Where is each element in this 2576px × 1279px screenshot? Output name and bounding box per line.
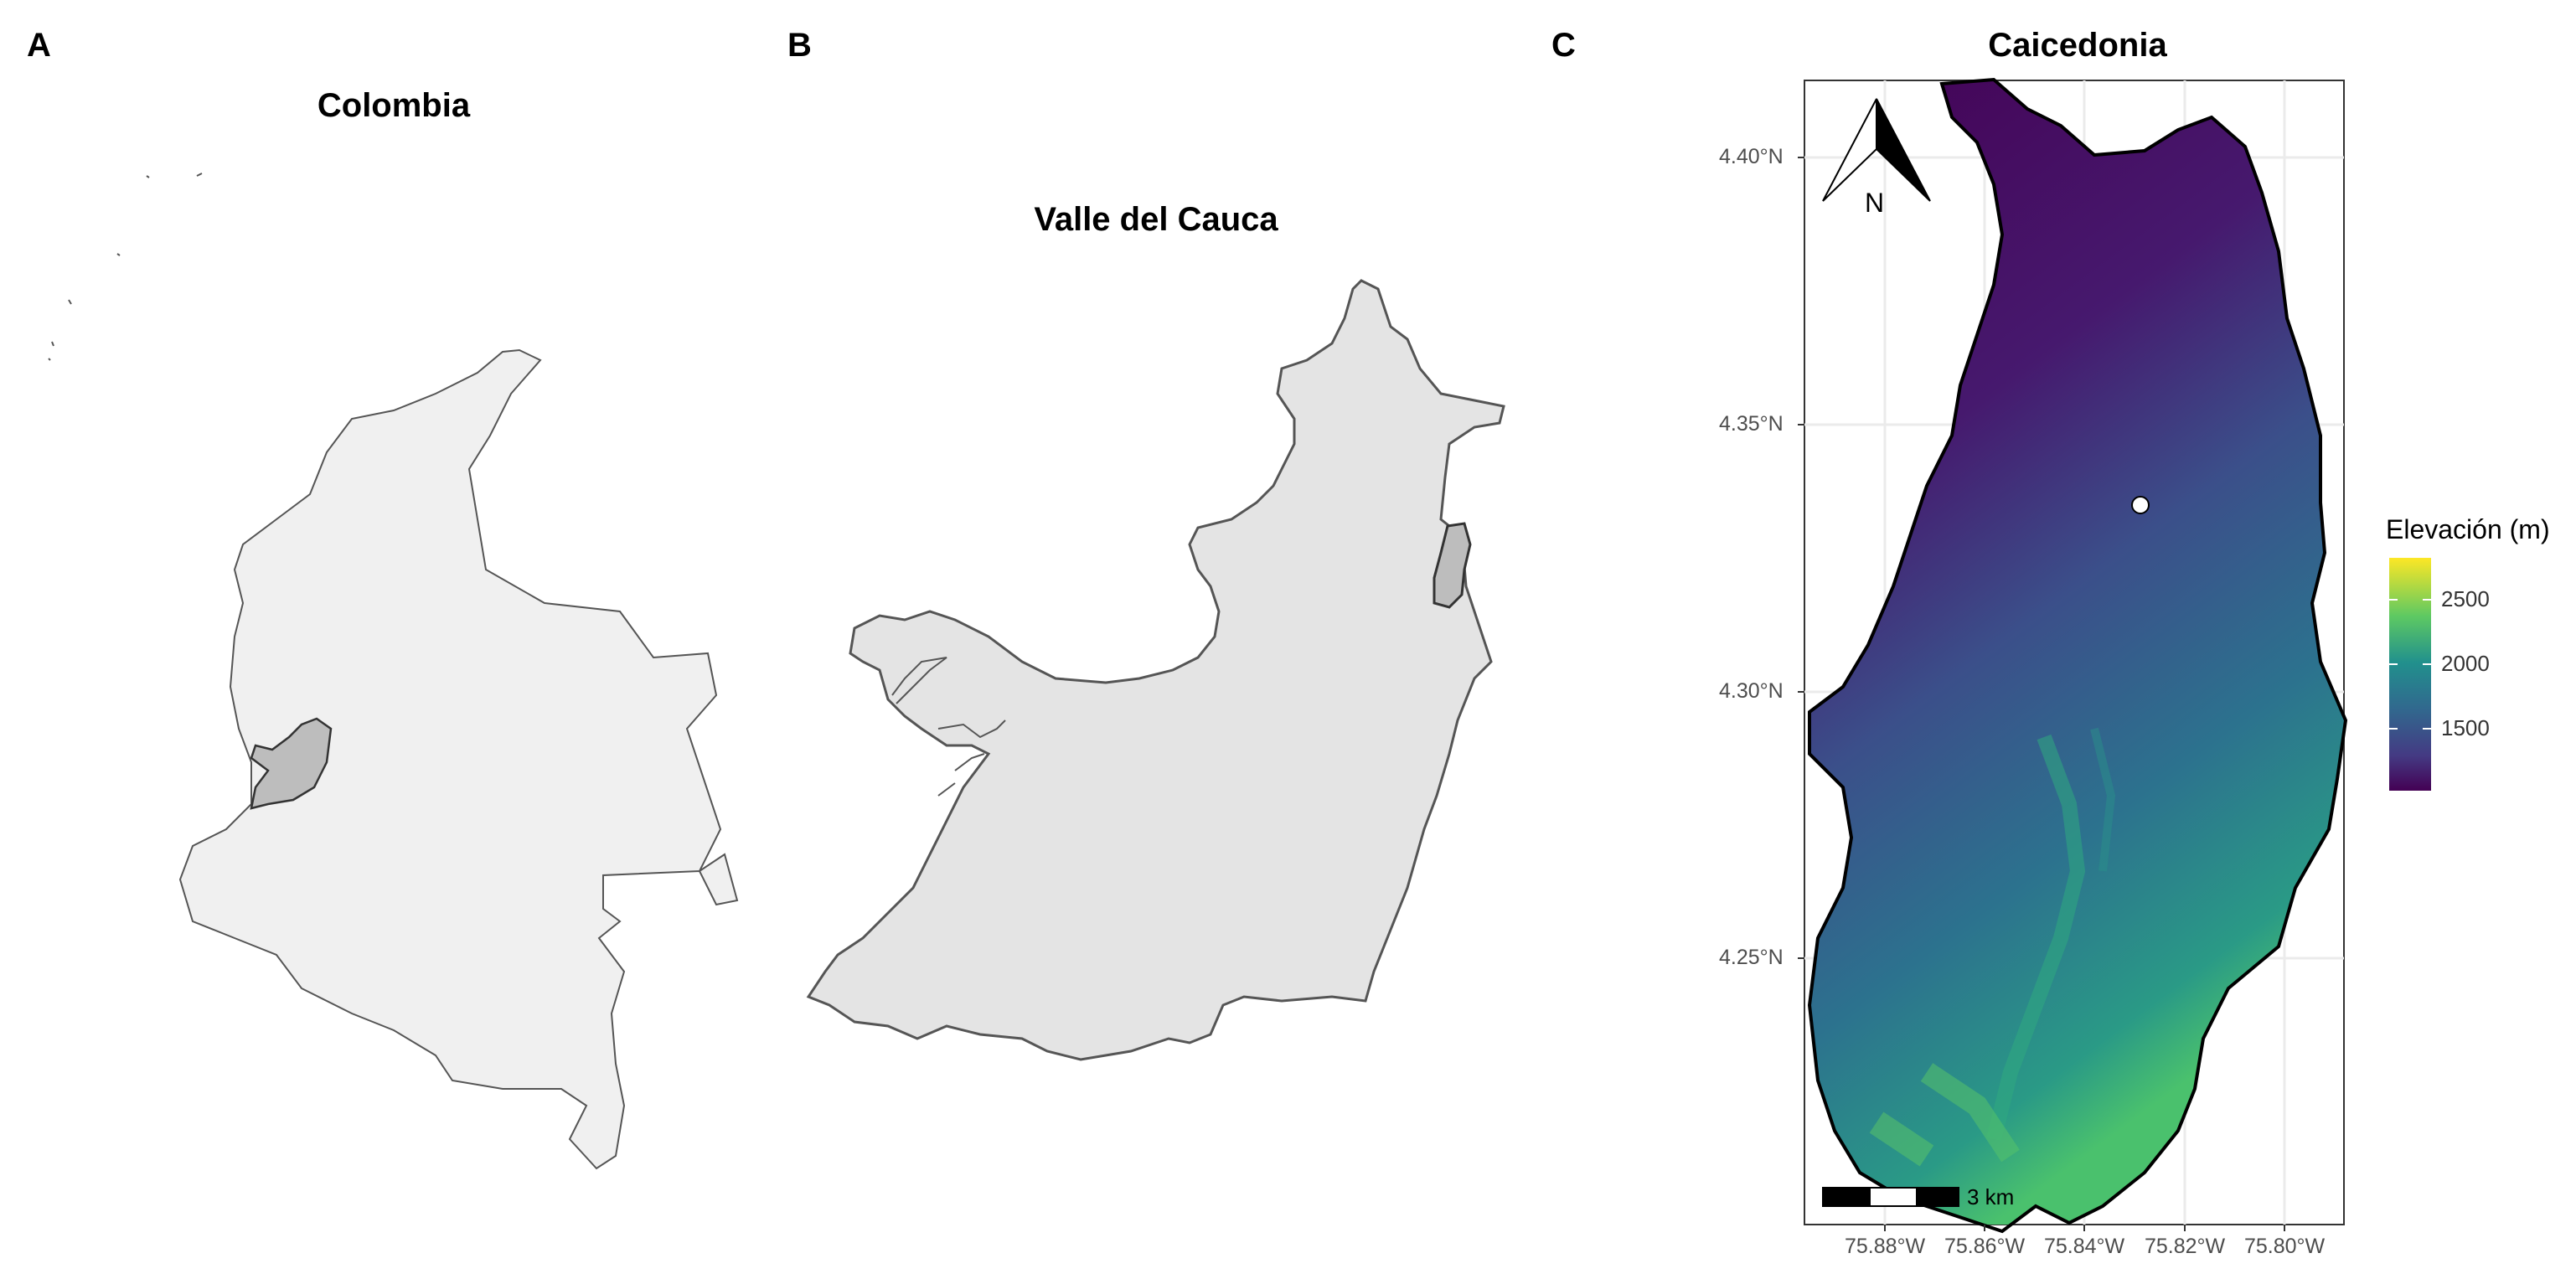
- scale-bar-label: 3 km: [1967, 1184, 2015, 1209]
- panel-title-colombia: Colombia: [317, 87, 471, 124]
- scale-bar: [1822, 1187, 1959, 1207]
- north-arrow-icon: [1822, 98, 1931, 202]
- axis-ticks: [1798, 157, 2285, 1231]
- colombia-outline: [178, 348, 739, 1170]
- panel-letter-a: A: [27, 27, 51, 64]
- x-tick-label-2: 75.86°W: [1944, 1235, 2026, 1258]
- panel-title-valle-del-cauca: Valle del Cauca: [1034, 201, 1278, 238]
- x-tick-label-5: 75.80°W: [2244, 1235, 2326, 1258]
- caicedonia-outline: [1807, 77, 2348, 1234]
- panel-letter-c: C: [1551, 27, 1576, 64]
- x-tick-label-1: 75.88°W: [1845, 1235, 1926, 1258]
- valle-del-cauca-map: [806, 279, 1505, 1061]
- san-andres-islands: [48, 173, 203, 361]
- caicedonia-highlight-in-valle: [1433, 522, 1472, 609]
- north-arrow-label: N: [1865, 188, 1885, 218]
- legend-tick-2500: 2500: [2441, 586, 2490, 611]
- caicedonia-map: [1798, 77, 2431, 1234]
- valle-outline: [806, 279, 1505, 1061]
- colombia-map: [48, 173, 739, 1170]
- x-tick-label-4: 75.82°W: [2145, 1235, 2226, 1258]
- valle-highlight-in-colombia: [250, 717, 333, 810]
- y-tick-label-3: 4.30°N: [1719, 679, 1784, 703]
- legend-ticks: [2389, 599, 2431, 730]
- panel-letter-b: B: [787, 27, 812, 64]
- location-point-marker: [2131, 496, 2150, 514]
- legend-tick-2000: 2000: [2441, 651, 2490, 676]
- y-tick-label-2: 4.35°N: [1719, 412, 1784, 436]
- y-tick-label-1: 4.40°N: [1719, 145, 1784, 168]
- valle-coast-detail: [891, 657, 1006, 797]
- legend-colorbar: [2389, 558, 2431, 791]
- panel-title-caicedonia: Caicedonia: [1988, 27, 2167, 64]
- legend-tick-1500: 1500: [2441, 715, 2490, 740]
- x-tick-label-3: 75.84°W: [2044, 1235, 2125, 1258]
- legend-title: Elevación (m): [2386, 514, 2550, 544]
- y-tick-label-4: 4.25°N: [1719, 946, 1784, 969]
